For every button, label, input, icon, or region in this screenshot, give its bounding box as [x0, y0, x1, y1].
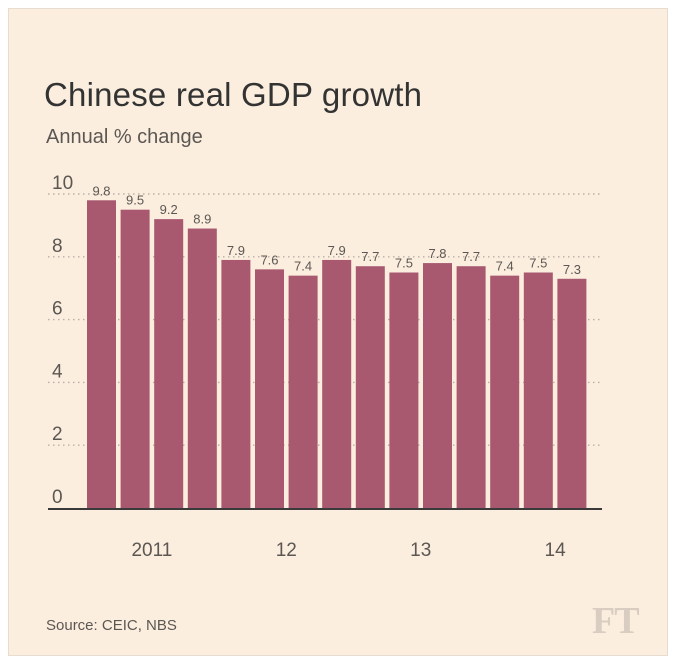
data-label: 7.7 — [462, 249, 480, 264]
bar — [389, 272, 419, 508]
data-label: 7.9 — [328, 243, 346, 258]
bar — [423, 263, 452, 508]
x-tick-label: 12 — [276, 540, 297, 561]
data-label: 7.4 — [496, 259, 514, 274]
bar — [288, 275, 318, 508]
chart-subtitle: Annual % change — [46, 126, 203, 148]
ft-logo: FT — [592, 600, 640, 642]
data-label: 7.9 — [227, 243, 245, 258]
data-label: 7.7 — [361, 249, 379, 264]
x-tick-label: 14 — [545, 540, 567, 561]
y-tick-label: 2 — [52, 424, 63, 445]
bar — [456, 266, 486, 508]
chart-title: Chinese real GDP growth — [44, 76, 423, 113]
data-labels: 9.8 9.5 9.2 8.9 7.9 7.6 7.4 7.9 7.7 7.5 7.8 7.7 7.4 7… — [92, 183, 580, 277]
y-tick-label: 10 — [52, 173, 73, 194]
bars — [87, 200, 587, 509]
data-label: 7.4 — [294, 259, 312, 274]
y-tick-label: 4 — [52, 361, 63, 382]
y-axis-ticks: 0 2 4 6 8 10 — [52, 173, 73, 508]
data-label: 7.5 — [529, 256, 547, 271]
data-label: 7.6 — [260, 252, 278, 267]
bar — [154, 219, 184, 508]
data-label: 9.8 — [92, 183, 110, 198]
bar — [322, 259, 352, 508]
x-tick-label: 2011 — [131, 540, 172, 561]
y-tick-label: 8 — [52, 236, 63, 257]
bar — [87, 200, 116, 508]
x-axis-ticks: 2011 12 13 14 — [131, 540, 566, 561]
bar — [120, 209, 150, 508]
bar — [355, 266, 385, 508]
data-label: 7.8 — [428, 246, 446, 261]
bar — [557, 278, 587, 508]
data-label: 7.5 — [395, 256, 413, 271]
data-label: 9.2 — [160, 202, 178, 217]
x-tick-label: 13 — [410, 540, 431, 561]
y-tick-label: 6 — [52, 299, 63, 320]
data-label: 7.3 — [563, 262, 581, 277]
bar — [187, 228, 217, 509]
data-label: 9.5 — [126, 193, 144, 208]
y-tick-label: 0 — [52, 487, 63, 508]
source-note: Source: CEIC, NBS — [46, 617, 177, 634]
bar — [221, 259, 251, 508]
bar — [523, 272, 553, 508]
bar — [255, 269, 284, 508]
data-label: 8.9 — [193, 212, 211, 227]
bar — [490, 275, 520, 508]
